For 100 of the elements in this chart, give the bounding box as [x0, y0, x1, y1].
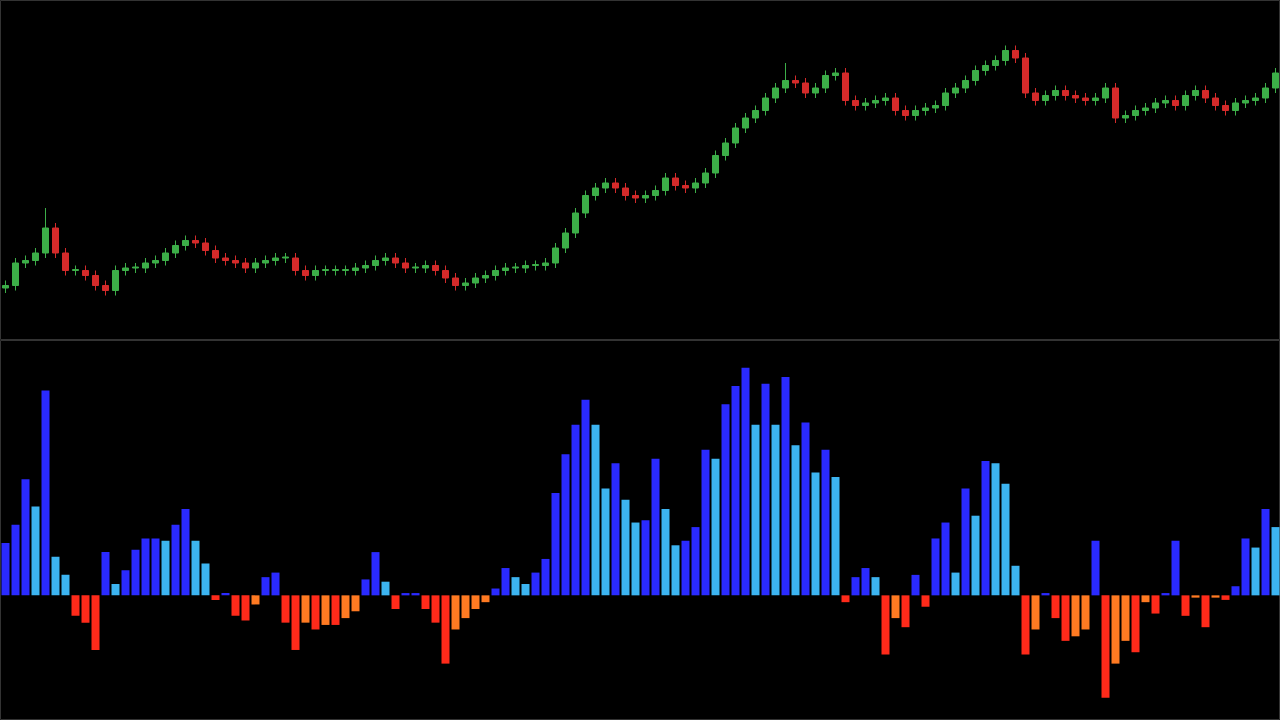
bar: [591, 424, 600, 596]
bar: [1081, 595, 1090, 630]
bar: [991, 463, 1000, 596]
bar: [1211, 595, 1220, 598]
candlestick: [1102, 82, 1109, 104]
candlestick: [1002, 45, 1009, 66]
bar: [631, 522, 640, 596]
bar: [961, 488, 970, 596]
bar: [141, 538, 150, 596]
bar: [581, 399, 590, 596]
bar: [1261, 508, 1270, 596]
bar: [1021, 595, 1030, 655]
candlestick: [942, 87, 949, 111]
bar: [971, 515, 980, 596]
bar: [321, 595, 330, 625]
candlestick: [732, 122, 739, 149]
bar: [421, 595, 430, 609]
bar: [871, 577, 880, 596]
bar: [381, 581, 390, 596]
bar: [1071, 595, 1080, 637]
bar: [471, 595, 480, 609]
bar: [201, 563, 210, 596]
bar: [671, 545, 680, 596]
bar: [61, 574, 70, 596]
candlestick: [762, 92, 769, 116]
bar: [501, 568, 510, 596]
bar: [81, 595, 90, 623]
bar: [211, 595, 220, 600]
bar: [791, 445, 800, 596]
candlestick: [12, 257, 19, 291]
bar: [841, 595, 850, 603]
bar: [851, 577, 860, 596]
candlestick: [112, 265, 119, 296]
bar: [21, 479, 30, 596]
bar: [51, 556, 60, 596]
bar: [301, 595, 310, 623]
candlestick: [702, 167, 709, 189]
bar: [311, 595, 320, 630]
bar: [31, 506, 40, 596]
bar: [601, 488, 610, 596]
bar: [451, 595, 460, 630]
bar: [461, 595, 470, 619]
candlestick: [782, 62, 789, 94]
bar: [821, 449, 830, 596]
bar: [331, 595, 340, 625]
candlestick: [722, 137, 729, 161]
bar: [1201, 595, 1210, 628]
candlestick: [1262, 82, 1269, 104]
bar: [911, 574, 920, 596]
bar: [1031, 595, 1040, 630]
bar: [281, 595, 290, 623]
candlestick: [802, 77, 809, 99]
bar: [261, 577, 270, 596]
bar: [511, 577, 520, 596]
bar: [291, 595, 300, 650]
bar: [801, 422, 810, 596]
bar: [101, 552, 110, 596]
bar: [881, 595, 890, 655]
candlestick: [582, 190, 589, 219]
bar: [551, 492, 560, 596]
bar: [1241, 538, 1250, 596]
bar: [351, 595, 360, 612]
bar: [721, 404, 730, 596]
bar: [1251, 547, 1260, 596]
bar: [181, 508, 190, 596]
bar: [1001, 483, 1010, 596]
bar: [171, 524, 180, 596]
bar: [761, 383, 770, 596]
bar: [751, 424, 760, 596]
bar: [1, 543, 10, 596]
bar: [161, 540, 170, 596]
bar: [1011, 565, 1020, 596]
bar: [441, 595, 450, 664]
bar: [921, 595, 930, 607]
bar: [481, 595, 490, 603]
candlestick: [92, 270, 99, 291]
bar: [1221, 595, 1230, 600]
bar: [951, 572, 960, 596]
candlestick: [772, 82, 779, 104]
bar: [1181, 595, 1190, 616]
bar: [641, 520, 650, 596]
bar: [711, 458, 720, 596]
bar: [931, 538, 940, 596]
bar: [811, 472, 820, 596]
candlestick: [892, 92, 899, 116]
bar: [701, 449, 710, 596]
candlestick: [292, 252, 299, 276]
bar: [541, 558, 550, 596]
bar: [431, 595, 440, 623]
candlestick: [1182, 90, 1189, 111]
bar: [861, 568, 870, 596]
bar: [91, 595, 100, 650]
bar: [41, 390, 50, 596]
bar: [391, 595, 400, 609]
bar: [651, 458, 660, 596]
bar: [1191, 595, 1200, 598]
candlestick: [742, 112, 749, 134]
bar: [131, 549, 140, 596]
bar: [561, 454, 570, 596]
bar: [341, 595, 350, 619]
